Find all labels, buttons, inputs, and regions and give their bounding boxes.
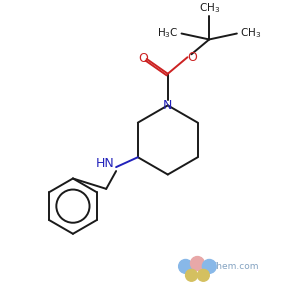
Text: N: N	[163, 99, 172, 112]
Text: CH$_3$: CH$_3$	[199, 1, 220, 15]
Text: Chem.com: Chem.com	[211, 262, 259, 271]
Text: H$_3$C: H$_3$C	[157, 27, 178, 40]
Text: O: O	[188, 51, 197, 64]
Circle shape	[179, 260, 193, 273]
Circle shape	[190, 256, 204, 270]
Text: O: O	[138, 52, 148, 64]
Circle shape	[186, 269, 197, 281]
Text: HN: HN	[96, 157, 115, 170]
Circle shape	[197, 269, 209, 281]
Text: CH$_3$: CH$_3$	[240, 27, 261, 40]
Circle shape	[202, 260, 216, 273]
